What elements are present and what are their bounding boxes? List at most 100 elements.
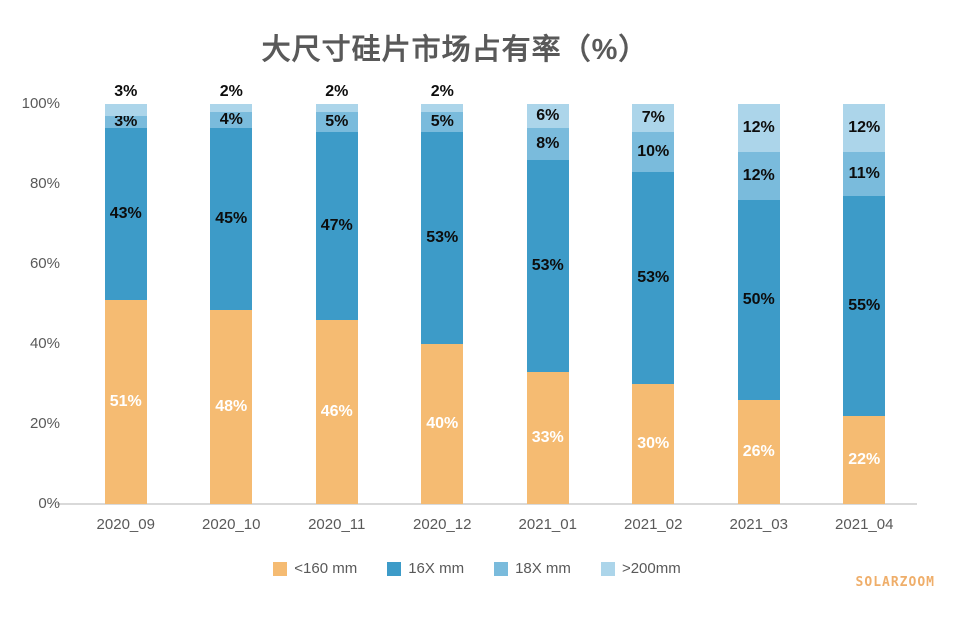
bar-segment-label: 43% [109, 205, 142, 222]
bar-segment-200mm [526, 104, 569, 128]
bar-segment-16Xmm [210, 128, 253, 311]
bar-segment-label: 53% [426, 229, 459, 246]
x-axis-label: 2021_03 [729, 516, 788, 533]
bar-segment-160mm [843, 416, 886, 504]
bar-segment-16Xmm [737, 200, 780, 400]
bar-segment-18Xmm [315, 112, 358, 132]
bar-segment-label: 45% [215, 210, 248, 228]
bar-segment-label: 26% [742, 443, 775, 460]
bar-segment-label: 11% [848, 165, 880, 182]
bar-segment-label: 12% [848, 119, 881, 136]
bar-segment-label: 30% [637, 435, 670, 452]
y-axis-tick-label: 80% [29, 175, 60, 192]
bar-2021_04: 22% 55% 11% 12% [843, 104, 886, 504]
bar-segment-label: 33% [531, 429, 564, 446]
bar-segment-200mm [632, 104, 675, 132]
chart-title: 大尺寸硅片市场占有率（%） [261, 34, 649, 66]
bar-segment-label: 12% [742, 119, 775, 136]
y-axis-tick-label: 40% [29, 335, 60, 352]
bar-segment-16Xmm [526, 160, 569, 372]
legend-label: >200mm [621, 560, 681, 577]
bar-segment-label: 5% [430, 113, 454, 130]
bar-segment-label: 2% [430, 83, 454, 100]
bar-segment-160mm [315, 320, 358, 504]
y-axis-tick-label: 0% [38, 495, 60, 512]
bar-segment-16Xmm [632, 172, 675, 384]
bar-2021_03: 26% 50% 12% 12% [737, 104, 780, 504]
legend-swatch-icon [387, 561, 402, 576]
bar-segment-160mm [526, 372, 569, 504]
bar-segment-200mm [210, 104, 253, 113]
bar-segment-label: 7% [641, 109, 665, 126]
bar-segment-16Xmm [315, 132, 358, 320]
bar-segment-label: 50% [742, 291, 775, 308]
bar-segment-label: 2% [325, 83, 349, 100]
bar-2020_11: 46% 47% 5% 2% [315, 83, 358, 504]
bar-segment-18Xmm [526, 128, 569, 160]
bar-segment-label: 51% [109, 393, 142, 410]
legend-swatch-icon [600, 561, 615, 576]
bar-2021_01: 33% 53% 8% 6% [526, 104, 569, 504]
bar-2021_02: 30% 53% 10% 7% [632, 104, 675, 504]
bar-segment-18Xmm [737, 152, 780, 200]
bar-segment-200mm [737, 104, 780, 152]
bar-segment-18Xmm [421, 112, 464, 132]
bar-segment-label: 53% [531, 257, 564, 274]
legend-swatch-icon [494, 561, 509, 576]
bar-segment-160mm [421, 344, 464, 504]
bar-segment-200mm [104, 104, 147, 116]
x-axis-label: 2021_01 [518, 516, 577, 533]
bar-segment-200mm [421, 104, 464, 112]
x-axis-label: 2020_12 [413, 516, 472, 533]
y-axis-tick-label: 20% [29, 415, 60, 432]
x-axis-label: 2021_02 [624, 516, 683, 533]
x-axis-line [57, 503, 917, 505]
x-axis-label: 2020_09 [96, 516, 155, 533]
bar-segment-16Xmm [421, 132, 464, 344]
legend: <160 mm 16X mm 18X mm >200mm [0, 560, 954, 577]
legend-swatch-icon [273, 561, 288, 576]
legend-label: 18X mm [515, 560, 571, 577]
bar-segment-label: 8% [536, 135, 560, 152]
bar-segment-label: 4% [219, 111, 243, 129]
watermark-solarzoom: SOLARZOOM [855, 575, 935, 590]
bar-2020_09: 51% 43% 3% 3% [104, 83, 147, 504]
bar-segment-160mm [210, 310, 253, 504]
bar-segment-18Xmm [104, 116, 147, 128]
bar-segment-18Xmm [632, 132, 675, 172]
bar-segment-label: 48% [215, 398, 248, 416]
bar-segment-18Xmm [210, 112, 253, 129]
y-axis-tick-label: 100% [21, 95, 60, 112]
bar-2020_10: 48% 45% 4% 2% [210, 83, 253, 504]
bar-segment-16Xmm [104, 128, 147, 300]
bar-segment-200mm [315, 104, 358, 112]
bar-segment-label: 6% [536, 107, 560, 124]
bar-segment-label: 53% [637, 269, 670, 286]
bar-segment-18Xmm [843, 152, 886, 196]
legend-label: <160 mm [294, 560, 358, 577]
bar-segment-200mm [843, 104, 886, 152]
legend-item-200mm: >200mm [600, 560, 681, 577]
bar-segment-label: 46% [320, 403, 353, 420]
bar-segment-label: 5% [325, 113, 349, 130]
legend-label: 16X mm [408, 560, 465, 577]
legend-item-160mm: <160 mm [273, 560, 357, 577]
bar-2020_12: 40% 53% 5% 2% [421, 83, 464, 504]
bar-segment-label: 55% [848, 297, 881, 314]
legend-item-18Xmm: 18X mm [494, 560, 571, 577]
bar-segment-label: 40% [426, 415, 459, 432]
plot-area: 51% 43% 3% 3% 2020_09 48% 45% 4% 2% 2020_10 46% 47%… [73, 83, 917, 533]
bar-segment-label: 12% [742, 167, 775, 184]
bar-segment-label: 10% [637, 143, 670, 160]
y-axis-tick-label: 60% [29, 255, 60, 272]
bar-segment-160mm [104, 300, 147, 504]
bar-segment-label: 3% [114, 113, 138, 130]
bar-segment-label: 47% [320, 217, 353, 234]
bar-segment-160mm [737, 400, 780, 504]
bar-segment-160mm [632, 384, 675, 504]
x-axis-label: 2020_11 [308, 516, 366, 533]
legend-item-16Xmm: 16X mm [387, 560, 464, 577]
bar-segment-label: 2% [219, 83, 243, 100]
x-axis-label: 2021_04 [835, 516, 894, 533]
